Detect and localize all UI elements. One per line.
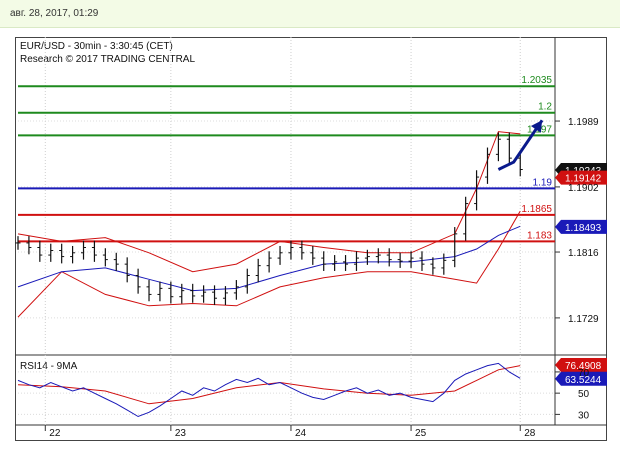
level-label: 1.1865 — [521, 204, 552, 215]
rsi-tick-label: 50 — [578, 389, 590, 400]
level-label: 1.183 — [527, 230, 552, 241]
price-tick-label: 1.1902 — [568, 183, 599, 194]
chart-frame — [15, 37, 607, 441]
price-tag — [555, 219, 607, 234]
chart-title: EUR/USD - 30min - 3:30:45 (CET) — [20, 41, 173, 52]
level-label: 1.19 — [533, 177, 553, 188]
top-bar: авг. 28, 2017, 01:29 — [0, 0, 620, 28]
moving-average-line — [17, 225, 521, 292]
price-tag-label: 1.18493 — [565, 223, 602, 234]
forecast-arrowhead — [530, 120, 543, 133]
rsi-line — [17, 362, 521, 418]
rsi-tick-label: 30 — [578, 410, 590, 421]
rsi-tag-label: 63.5244 — [565, 375, 602, 386]
level-label: 1.2 — [538, 102, 552, 113]
time-tick-label: 22 — [49, 428, 61, 439]
rsi-tick-label: 70 — [578, 368, 590, 379]
time-tick-label: 25 — [415, 428, 427, 439]
bollinger-upper-line — [17, 131, 521, 273]
price-tick-label: 1.1816 — [568, 248, 599, 259]
rsi-tag — [555, 358, 607, 373]
price-tag — [555, 170, 607, 185]
time-tick-label: 24 — [295, 428, 307, 439]
time-tick-label: 23 — [175, 428, 187, 439]
rsi-title: RSI14 - 9MA — [20, 361, 78, 372]
price-tag-label: 1.19142 — [565, 174, 602, 185]
price-tick-label: 1.1729 — [568, 314, 599, 325]
rsi-ma-line — [17, 365, 521, 405]
price-tick-label: 1.1989 — [568, 117, 599, 128]
rsi-tag — [555, 371, 607, 386]
forecast-arrow — [497, 119, 544, 171]
date-stamp: авг. 28, 2017, 01:29 — [10, 8, 99, 19]
chart-subtitle: Research © 2017 TRADING CENTRAL — [20, 54, 195, 65]
time-tick-label: 28 — [524, 428, 536, 439]
level-label: 1.2035 — [521, 75, 552, 86]
bollinger-lower-line — [17, 210, 521, 318]
rsi-tag-label: 76.4908 — [565, 361, 602, 372]
